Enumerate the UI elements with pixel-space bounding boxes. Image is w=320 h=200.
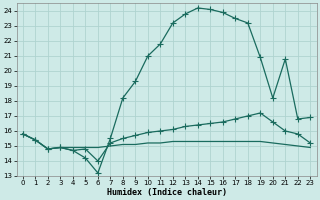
X-axis label: Humidex (Indice chaleur): Humidex (Indice chaleur) [107, 188, 227, 197]
